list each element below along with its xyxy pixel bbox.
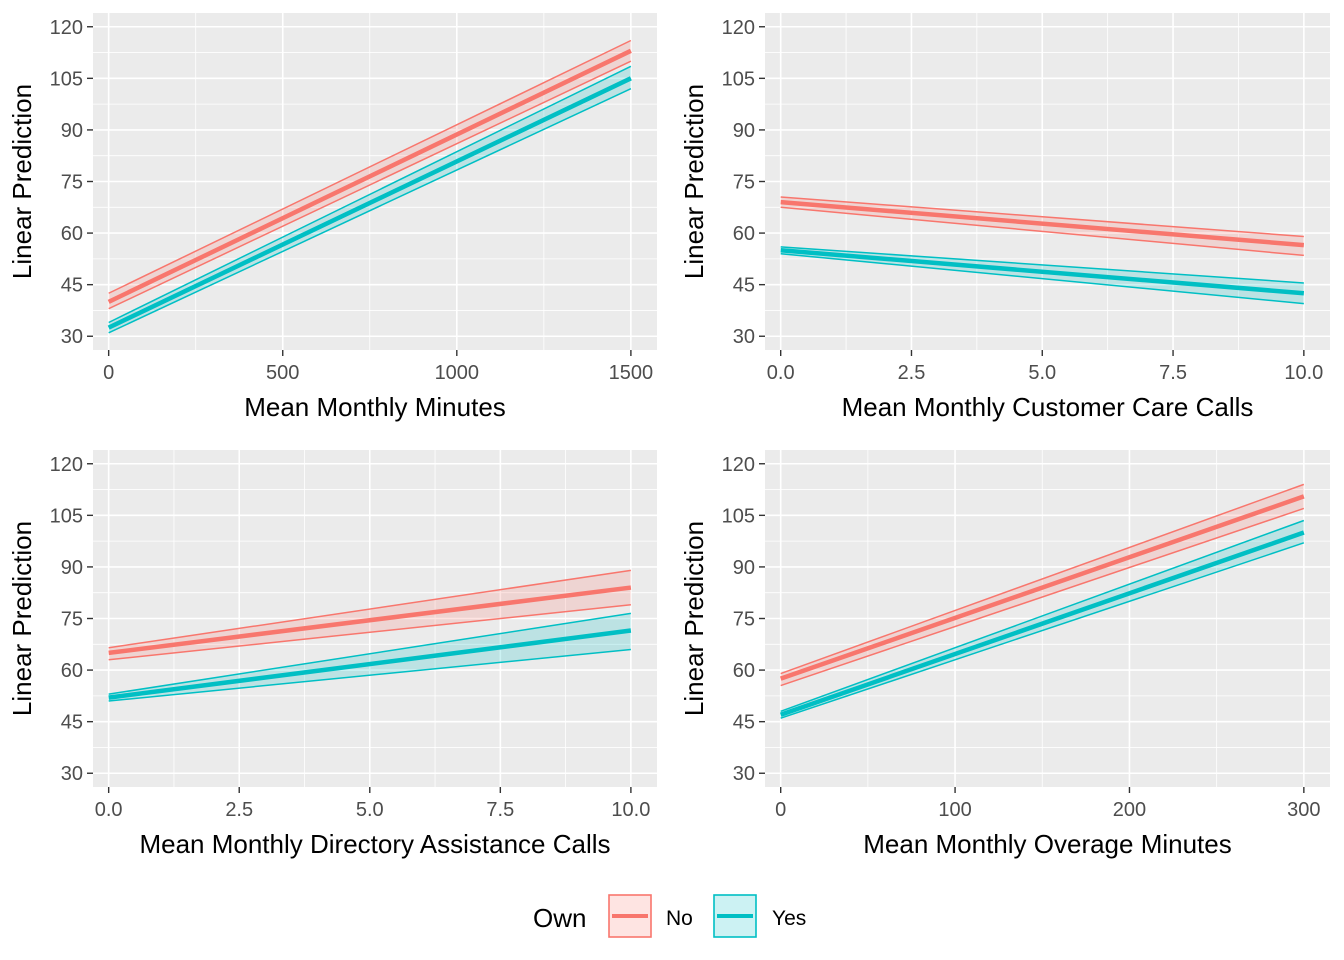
y-tick-label: 120	[50, 17, 83, 39]
y-tick-label: 90	[733, 120, 755, 142]
x-tick-label: 1500	[609, 362, 654, 384]
y-tick-label: 30	[733, 326, 755, 348]
lower-bound-line	[108, 648, 631, 702]
series-no	[107, 39, 632, 310]
x-tick-label: 300	[1287, 799, 1320, 821]
upper-bound-line	[108, 65, 632, 324]
y-tick-label: 60	[61, 660, 83, 682]
y-tick-label: 45	[61, 712, 83, 734]
y-tick-label: 30	[733, 763, 755, 785]
y-tick-label: 75	[61, 609, 83, 631]
y-tick-label: 60	[733, 660, 755, 682]
fit-line	[108, 628, 632, 700]
y-tick-label: 90	[61, 120, 83, 142]
lower-bound-line	[780, 252, 1304, 305]
y-tick-label: 105	[50, 505, 83, 527]
x-tick-label: 0	[103, 362, 114, 384]
x-axis-title: Mean Monthly Customer Care Calls	[842, 392, 1254, 422]
y-tick-label: 105	[722, 68, 755, 90]
x-axis-title: Mean Monthly Minutes	[244, 392, 506, 422]
y-tick-label: 75	[61, 172, 83, 194]
y-tick-label: 75	[733, 172, 755, 194]
series-yes	[780, 246, 1305, 305]
x-tick-label: 5.0	[1028, 362, 1056, 384]
upper-bound-line	[108, 569, 631, 649]
y-tick-label: 105	[722, 505, 755, 527]
series-yes	[108, 612, 632, 702]
fit-line	[779, 530, 1305, 717]
y-axis-title: Linear Prediction	[7, 84, 37, 279]
series-no	[779, 483, 1305, 687]
y-tick-label: 120	[722, 17, 755, 39]
lower-bound-line	[108, 87, 632, 334]
chart-panel-1: 0 500 1000 1500 30 45 60 75 90 105 120 Mean Monthly…	[7, 13, 657, 422]
x-tick-label: 200	[1113, 799, 1146, 821]
upper-bound-line	[780, 483, 1305, 675]
x-tick-label: 10.0	[611, 799, 650, 821]
chart-panel-2: 0.0 2.5 5.0 7.5 10.0 30 45 60 75 90 105 120 Mean Mon…	[679, 13, 1330, 422]
legend-item-no: No	[608, 894, 693, 938]
y-tick-label: 45	[61, 275, 83, 297]
x-tick-label: 5.0	[356, 799, 384, 821]
y-tick-label: 45	[733, 275, 755, 297]
series-yes	[779, 519, 1305, 719]
y-axis-title: Linear Prediction	[679, 84, 709, 279]
chart-panel-4: 0 100 200 300 30 45 60 75 90 105 120 Mean Monthly O…	[679, 450, 1330, 859]
x-tick-label: 0.0	[95, 799, 123, 821]
fit-line	[779, 494, 1305, 681]
x-tick-label: 2.5	[898, 362, 926, 384]
fit-line	[107, 48, 632, 304]
series-no	[780, 196, 1305, 257]
legend-label-no: No	[666, 907, 693, 930]
x-tick-label: 2.5	[225, 799, 253, 821]
x-tick-label: 500	[266, 362, 299, 384]
series-yes	[107, 65, 632, 334]
y-tick-label: 45	[733, 712, 755, 734]
y-axis-title: Linear Prediction	[7, 521, 37, 716]
y-tick-label: 30	[61, 326, 83, 348]
chart-panel-3: 0.0 2.5 5.0 7.5 10.0 30 45 60 75 90 105 120 Mean Mon…	[7, 450, 657, 859]
y-tick-label: 30	[61, 763, 83, 785]
x-axis-title: Mean Monthly Directory Assistance Calls	[139, 829, 610, 859]
upper-bound-line	[780, 519, 1305, 713]
fit-line	[107, 76, 632, 330]
lower-bound-line	[780, 542, 1305, 719]
upper-bound-line	[108, 39, 632, 294]
y-tick-label: 60	[733, 223, 755, 245]
x-tick-label: 0.0	[767, 362, 795, 384]
y-tick-label: 90	[61, 557, 83, 579]
lower-bound-line	[108, 603, 631, 661]
legend-item-yes: Yes	[713, 894, 806, 938]
upper-bound-line	[108, 612, 632, 695]
lower-bound-line	[780, 507, 1305, 687]
upper-bound-line	[780, 196, 1304, 238]
y-tick-label: 60	[61, 223, 83, 245]
x-tick-label: 10.0	[1284, 362, 1323, 384]
fit-line	[780, 248, 1305, 296]
legend: Own No Yes	[533, 894, 806, 938]
upper-bound-line	[780, 246, 1304, 284]
y-tick-label: 75	[733, 609, 755, 631]
series-no	[108, 569, 632, 661]
x-tick-label: 0	[775, 799, 786, 821]
y-tick-label: 105	[50, 68, 83, 90]
lower-bound-line	[108, 60, 632, 310]
legend-label-yes: Yes	[772, 907, 806, 930]
x-tick-label: 7.5	[486, 799, 514, 821]
x-axis-title: Mean Monthly Overage Minutes	[863, 829, 1232, 859]
y-tick-label: 90	[733, 557, 755, 579]
y-tick-label: 120	[722, 454, 755, 476]
x-tick-label: 1000	[435, 362, 480, 384]
fit-line	[108, 585, 632, 656]
y-tick-label: 120	[50, 454, 83, 476]
x-tick-label: 100	[938, 799, 971, 821]
lower-bound-line	[780, 206, 1304, 257]
y-axis-title: Linear Prediction	[679, 521, 709, 716]
fit-line	[780, 199, 1305, 248]
legend-title: Own	[533, 903, 586, 933]
x-tick-label: 7.5	[1159, 362, 1187, 384]
